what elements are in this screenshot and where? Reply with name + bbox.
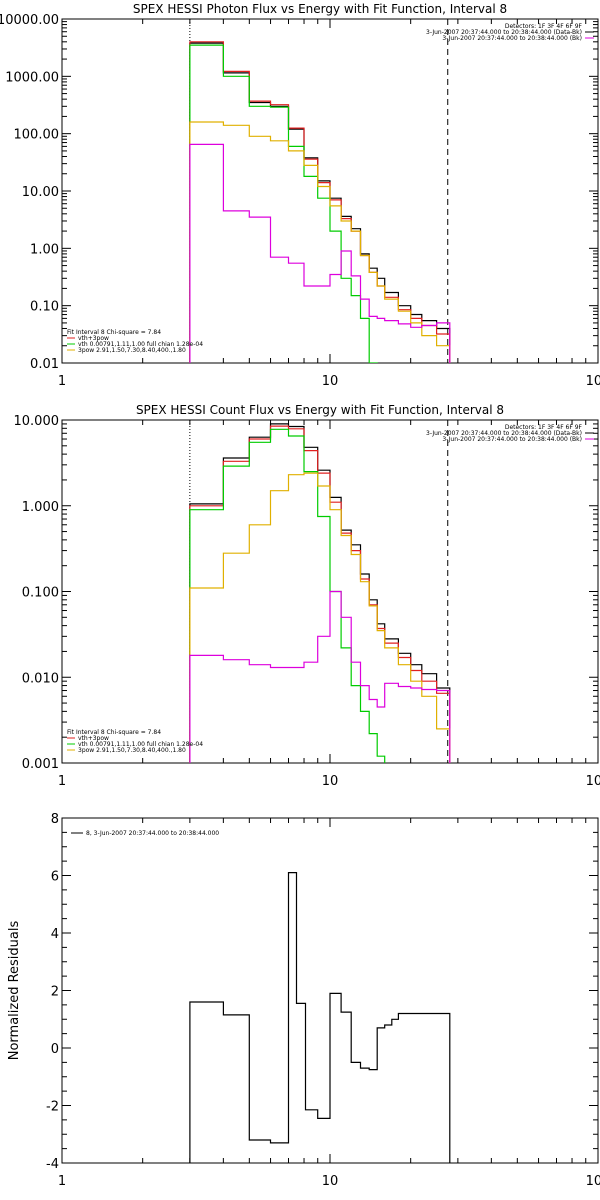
y-tick-label: 1000.00 xyxy=(5,70,59,85)
y-tick-label: -2 xyxy=(46,1100,59,1115)
series-line-5 xyxy=(189,143,451,363)
series-line-4 xyxy=(189,472,451,763)
legend-entry: Detectors: 1F 3F 4F 6F 9F xyxy=(505,23,583,30)
legend-entry: 3pow 2.91,1.50,7.30,8.40,400.,1.80 xyxy=(78,747,186,754)
series-line-2 xyxy=(189,425,451,763)
chart-1: SPEX HESSI Photon Flux vs Energy with Fi… xyxy=(0,2,600,389)
chart-title: SPEX HESSI Photon Flux vs Energy with Fi… xyxy=(133,2,507,16)
x-tick-label: 100 xyxy=(586,1174,600,1189)
x-tick-label: 1 xyxy=(58,1174,66,1189)
chart-title: SPEX HESSI Count Flux vs Energy with Fit… xyxy=(136,403,504,417)
legend-entry: 3pow 2.91,1.50,7.30,8.40,400.,1.80 xyxy=(78,347,186,354)
y-tick-label: 0.10 xyxy=(30,300,59,315)
y-tick-label: 0.01 xyxy=(30,357,59,372)
legend-entry: 8, 3-Jun-2007 20:37:44.000 to 20:38:44.0… xyxy=(86,830,219,837)
y-tick-label: 0 xyxy=(51,1042,59,1057)
y-tick-label: 1.00 xyxy=(30,242,59,257)
x-tick-label: 10 xyxy=(322,1174,339,1189)
y-tick-label: 2 xyxy=(51,985,59,1000)
legend-entry: 3-Jun-2007 20:37:44.000 to 20:38:44.000 … xyxy=(426,29,582,36)
series-line-1 xyxy=(189,423,451,763)
y-tick-label: 10.00 xyxy=(22,185,59,200)
x-tick-label: 10 xyxy=(322,774,339,789)
y-tick-label: 10.000 xyxy=(14,414,60,429)
x-tick-label: 100 xyxy=(586,774,600,789)
legend-entry: vth+3pow xyxy=(78,735,109,742)
y-tick-label: -4 xyxy=(46,1157,59,1172)
series-group xyxy=(189,872,451,1163)
y-tick-label: 6 xyxy=(51,870,59,885)
series-line-3 xyxy=(189,44,378,363)
x-tick-label: 100 xyxy=(586,374,600,389)
chart-3: -4 -2 0 2 4 6 8 1 10 100 Normalized Residuals 8, 3-… xyxy=(7,812,600,1189)
legend-entry: 3-Jun-2007 20:37:44.000 to 20:38:44.000 … xyxy=(442,35,582,42)
legend-entry: 3-Jun-2007 20:37:44.000 to 20:38:44.000 … xyxy=(426,430,582,437)
y-tick-label: 100.00 xyxy=(14,128,60,143)
legend-entry: vth 0.00791,1.11,1.00 full chian 1.28e-0… xyxy=(78,341,203,348)
series-line-5 xyxy=(189,590,451,763)
legend-entry: Fit Interval 8 Chi-square = 7.84 xyxy=(67,329,161,336)
series-line-4 xyxy=(189,121,451,363)
y-tick-label: 10000.00 xyxy=(0,13,59,28)
legend-entry: vth+3pow xyxy=(78,335,109,342)
series-line-1 xyxy=(189,872,451,1163)
x-tick-label: 1 xyxy=(58,374,66,389)
series-group xyxy=(189,41,451,363)
y-tick-label: 1.000 xyxy=(22,500,59,515)
y-tick-label: 0.010 xyxy=(22,671,59,686)
y-axis-label: Normalized Residuals xyxy=(7,921,22,1061)
legend-entry: 3-Jun-2007 20:37:44.000 to 20:38:44.000 … xyxy=(442,436,582,443)
y-tick-label: 8 xyxy=(51,812,59,827)
legend-entry: vth 0.00791,1.11,1.00 full chian 1.28e-0… xyxy=(78,741,203,748)
legend-entry: Detectors: 1F 3F 4F 6F 9F xyxy=(505,424,583,431)
x-tick-label: 1 xyxy=(58,774,66,789)
series-line-3 xyxy=(189,428,386,763)
y-tick-label: 0.001 xyxy=(22,757,59,772)
series-group xyxy=(189,423,451,763)
chart-2: SPEX HESSI Count Flux vs Energy with Fit… xyxy=(14,403,600,789)
y-tick-label: 0.100 xyxy=(22,586,59,601)
x-tick-label: 10 xyxy=(322,374,339,389)
legend-entry: Fit Interval 8 Chi-square = 7.84 xyxy=(67,729,161,736)
y-tick-label: 4 xyxy=(51,927,59,942)
